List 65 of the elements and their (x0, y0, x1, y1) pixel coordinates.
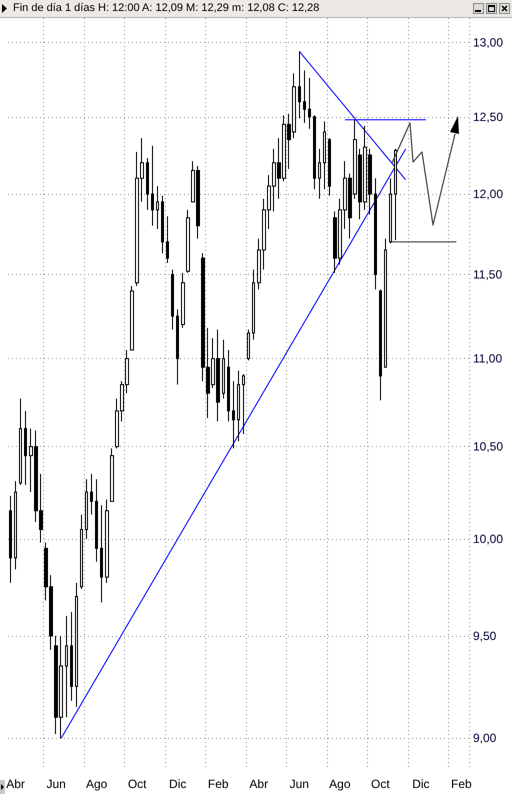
candlestick (146, 158, 149, 210)
x-tick-label: Jun (290, 777, 309, 791)
candlestick (171, 269, 174, 330)
candlestick (70, 612, 73, 702)
y-tick-label: 12,50 (473, 110, 504, 124)
candlestick (14, 480, 17, 570)
candlestick (318, 148, 321, 200)
candlestick (298, 50, 301, 119)
x-tick-label: Oct (128, 777, 148, 791)
y-tick-label: 13,00 (473, 36, 504, 50)
candlestick (100, 504, 103, 603)
candlestick (308, 77, 311, 130)
candlestick (186, 209, 190, 274)
x-tick-label: Ago (329, 777, 351, 791)
chart-title: Fin de día 1 días H: 12:00 A: 12,09 M: 12,29 m: 12,08 C: 12,28 (13, 2, 320, 14)
candlestick (19, 398, 22, 486)
x-tick-label: Dic (412, 777, 430, 791)
x-tick-label: Abr (249, 777, 268, 791)
y-tick-label: 10,00 (473, 532, 504, 546)
candlestick (389, 178, 392, 244)
y-tick-label: 11,00 (473, 352, 502, 366)
candlestick (328, 138, 331, 196)
candlestick (379, 288, 382, 401)
candlestick (232, 380, 235, 449)
y-tick-label: 10,50 (473, 440, 504, 454)
candlestick (75, 582, 78, 708)
candlestick (252, 269, 255, 340)
x-tick-label: Ago (86, 777, 108, 791)
candlestick (303, 70, 306, 124)
candlestick (9, 495, 12, 584)
candlestick (24, 410, 27, 486)
candlestick (80, 514, 83, 590)
candlestick (65, 616, 68, 718)
y-tick-label: 12,00 (473, 186, 504, 201)
candlestick (151, 145, 154, 226)
candlestick (95, 478, 98, 562)
candlestick (247, 329, 250, 361)
candlestick (394, 148, 397, 241)
x-tick-label: Oct (371, 777, 390, 791)
candlestick (242, 374, 245, 435)
candlestick (222, 339, 225, 400)
candlestick (323, 120, 326, 190)
y-tick-label: 9,50 (473, 628, 497, 643)
x-tick-label: Jun (46, 777, 66, 791)
candlestick (85, 478, 88, 540)
candlestick (161, 195, 164, 254)
candlestick (166, 216, 169, 264)
x-tick-label: Feb (451, 777, 472, 791)
y-tick-label: 11,50 (473, 268, 502, 282)
candlestick (130, 286, 134, 351)
candlestick (384, 238, 387, 368)
candlestick (110, 448, 114, 502)
candlestick (374, 178, 377, 290)
candlestick (313, 114, 316, 190)
candlestick (227, 350, 230, 422)
candlestick (105, 499, 109, 584)
candlestick (90, 473, 93, 515)
candlestick (181, 272, 185, 328)
candlestick (156, 186, 159, 230)
x-tick-label: Dic (169, 777, 186, 791)
candlestick (237, 370, 240, 442)
candlestick (176, 308, 179, 386)
x-tick-label: Abr (6, 777, 25, 791)
x-tick-label: Feb (208, 777, 229, 791)
y-tick-label: 9,00 (473, 731, 497, 746)
